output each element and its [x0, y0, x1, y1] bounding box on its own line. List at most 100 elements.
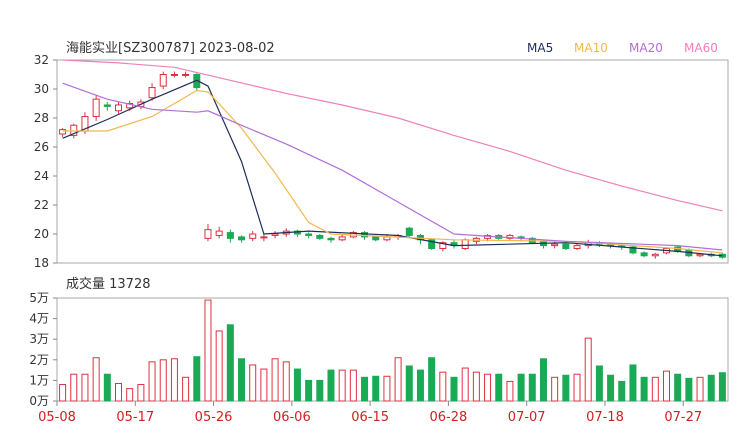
- volume-bar: [103, 373, 111, 402]
- legend-ma20: MA20: [629, 41, 663, 55]
- ma-line-ma10: [62, 89, 723, 254]
- volume-bar: [182, 376, 190, 402]
- x-tick-label: 07-27: [664, 410, 702, 425]
- volume-bar: [260, 368, 268, 402]
- volume-bar: [528, 373, 536, 402]
- x-tick-label: 05-17: [116, 410, 154, 425]
- candle-body: [59, 129, 67, 135]
- volume-tick-label: 0万: [29, 394, 49, 408]
- volume-bar: [651, 376, 659, 402]
- volume-tick-label: 2万: [29, 353, 49, 367]
- candle-body: [640, 252, 648, 257]
- candle: [506, 234, 514, 240]
- candle: [92, 94, 100, 121]
- x-axis: 05-08 05-17 05-26 06-06 06-15 06-28 07-07 07-18…: [38, 401, 702, 425]
- volume-bar: [305, 379, 313, 402]
- candle-body: [92, 98, 100, 118]
- candle-body: [461, 239, 469, 250]
- volume-bar: [416, 369, 424, 402]
- candle-body: [338, 236, 346, 241]
- candle: [103, 102, 111, 111]
- candle: [226, 229, 234, 243]
- candle-body: [316, 234, 324, 239]
- volume-bar: [595, 365, 603, 402]
- candle: [305, 232, 313, 239]
- candle-body: [327, 237, 335, 241]
- volume-bar: [517, 373, 525, 402]
- volume-bar: [327, 369, 335, 402]
- x-tick-label: 06-06: [273, 410, 311, 425]
- volume-bar: [137, 384, 145, 402]
- volume-grid: [56, 297, 729, 402]
- candle: [573, 244, 581, 250]
- volume-bar: [204, 299, 212, 402]
- x-tick-label: 06-28: [430, 410, 468, 425]
- candle: [405, 226, 413, 237]
- candle-body: [439, 242, 447, 249]
- candle-body: [361, 232, 369, 238]
- volume-bar: [506, 380, 514, 402]
- candle-body: [115, 104, 123, 112]
- y-tick-label: 26: [34, 140, 49, 154]
- volume-bar: [59, 384, 67, 402]
- y-tick-label: 24: [34, 169, 49, 183]
- candle: [59, 128, 67, 137]
- candle-body: [305, 233, 313, 236]
- volume-label: 成交量 13728: [66, 276, 151, 292]
- candle-body: [226, 232, 234, 239]
- candle-body: [249, 233, 257, 239]
- volume-bar: [484, 373, 492, 402]
- volume-bar: [718, 372, 726, 402]
- volume-tick-label: 5万: [29, 291, 49, 305]
- volume-bar: [126, 388, 134, 402]
- legend-ma60: MA60: [684, 41, 718, 55]
- candle: [204, 223, 212, 242]
- candle-body: [238, 236, 246, 241]
- ma-line-ma20: [62, 82, 723, 251]
- y-tick-label: 22: [34, 198, 49, 212]
- candle: [170, 71, 178, 78]
- candle-body: [215, 230, 223, 236]
- candle-body: [159, 74, 167, 87]
- y-tick-label: 20: [34, 227, 49, 241]
- ma-line-ma60: [62, 59, 723, 212]
- candle: [629, 245, 637, 255]
- volume-bar: [238, 358, 246, 402]
- volume-frame: [56, 297, 729, 402]
- y-tick-label: 32: [34, 53, 49, 67]
- volume-bar: [193, 356, 201, 402]
- x-tick-label: 06-15: [351, 410, 389, 425]
- volume-bar: [495, 373, 503, 402]
- legend-ma5: MA5: [527, 41, 553, 55]
- candle-body: [126, 103, 134, 109]
- candle: [316, 234, 324, 240]
- x-tick-label: 05-26: [195, 410, 233, 425]
- candle: [260, 234, 268, 242]
- volume-y-axis: 0万 1万 2万 3万 4万 5万: [29, 291, 57, 408]
- candle-body: [651, 253, 659, 257]
- volume-bar: [271, 358, 279, 402]
- candle: [293, 229, 301, 237]
- y-tick-label: 30: [34, 82, 49, 96]
- volume-bar: [439, 371, 447, 402]
- price-grid: [56, 59, 729, 264]
- volume-tick-label: 1万: [29, 373, 49, 387]
- x-tick-label: 07-07: [508, 410, 546, 425]
- candle: [338, 234, 346, 242]
- x-tick-label: 05-08: [38, 410, 76, 425]
- candle: [439, 241, 447, 252]
- volume-bar: [394, 357, 402, 402]
- candle-body: [573, 245, 581, 250]
- volume-bar: [539, 358, 547, 402]
- candle-body: [405, 227, 413, 236]
- candle: [640, 251, 648, 258]
- volume-bar: [551, 376, 559, 402]
- volume-bar: [372, 375, 380, 402]
- volume-bar: [282, 361, 290, 402]
- candle-body: [551, 243, 559, 247]
- volume-bar: [584, 337, 592, 402]
- legend: MA5 MA10 MA20 MA60: [527, 41, 718, 55]
- candle-body: [148, 87, 156, 99]
- volume-bar: [428, 357, 436, 402]
